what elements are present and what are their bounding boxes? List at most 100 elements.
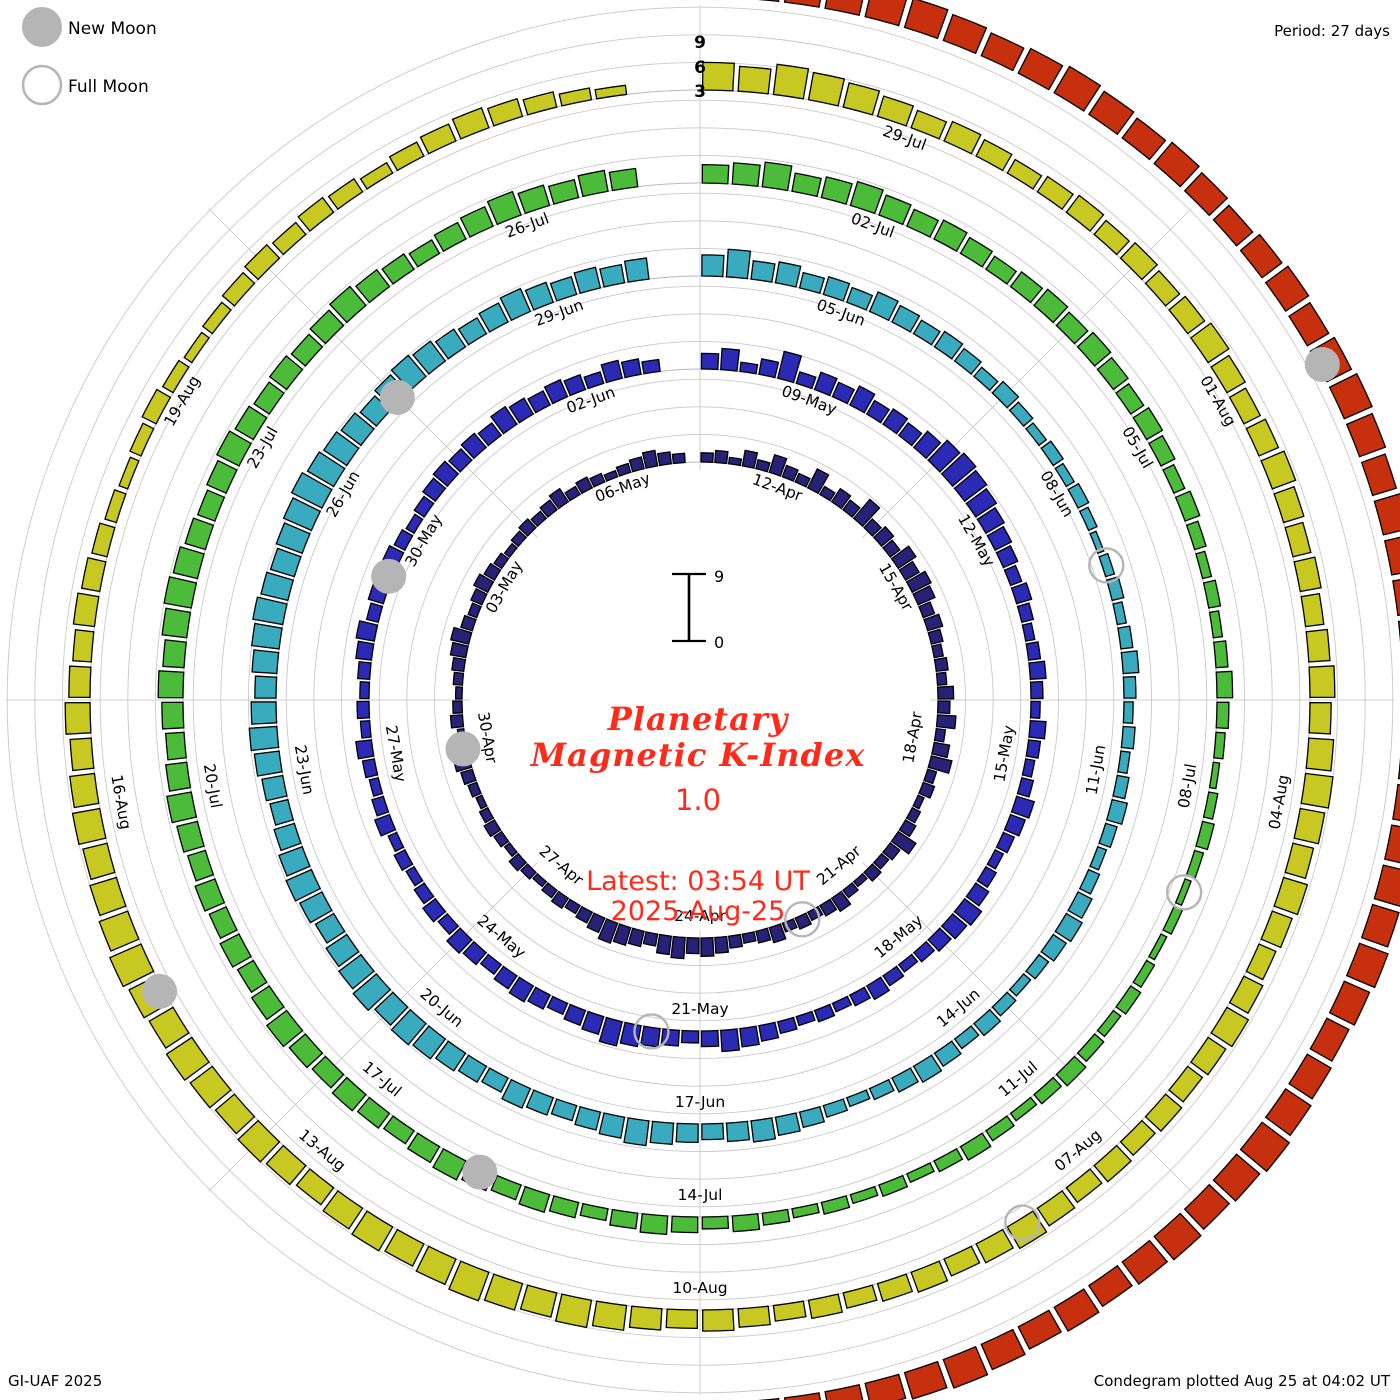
ring-date-label: 11-Jun — [1083, 743, 1109, 796]
kp-bar — [878, 194, 912, 226]
kp-bar — [675, 1122, 699, 1144]
kp-bar — [975, 1228, 1015, 1264]
kp-bar — [253, 381, 285, 415]
kp-bar — [927, 439, 961, 473]
kp-bar — [237, 1119, 281, 1163]
kp-bar — [739, 361, 759, 375]
kp-bar — [940, 912, 968, 940]
kp-bar — [290, 333, 324, 367]
kp-bar — [541, 882, 558, 899]
kp-bar — [1036, 175, 1074, 211]
kp-bar — [161, 359, 190, 394]
kp-bar — [1017, 1309, 1063, 1350]
kp-bar — [282, 496, 322, 532]
kp-bar — [254, 675, 278, 699]
kp-bar — [234, 405, 268, 441]
kp-bar — [480, 1067, 509, 1093]
kp-bar — [322, 1189, 364, 1230]
kp-bar — [371, 795, 390, 817]
kp-bar — [520, 863, 537, 880]
kp-bar — [842, 882, 859, 899]
kp-bar — [798, 271, 826, 295]
kp-bar — [387, 831, 405, 853]
kp-bar — [1144, 269, 1181, 307]
kp-bar — [1213, 640, 1229, 669]
kp-bar — [368, 776, 384, 797]
kp-bar — [118, 456, 140, 490]
kp-bar — [737, 65, 772, 95]
kp-bar — [583, 371, 605, 390]
kp-bar — [251, 649, 280, 675]
kp-bar — [1383, 824, 1400, 864]
kp-bar — [898, 819, 917, 838]
kp-bar — [451, 656, 467, 673]
kp-ring-2 — [248, 248, 1140, 1147]
kp-bar — [1117, 750, 1131, 775]
kp-bar — [273, 822, 302, 852]
kp-bar — [831, 995, 853, 1013]
kp-bar — [750, 1117, 777, 1143]
kp-bar — [493, 552, 510, 570]
latest-time-label: Latest: 03:54 UT — [586, 866, 810, 897]
kp-bar — [183, 331, 211, 364]
kp-bar — [243, 243, 281, 281]
kp-bar — [912, 585, 936, 606]
kp-bar — [1008, 401, 1034, 427]
kp-bar — [483, 1273, 524, 1311]
kp-bar — [824, 1383, 864, 1400]
ring-date-label: 21-May — [671, 1000, 728, 1018]
kp-bar — [412, 340, 447, 375]
kp-bar — [1260, 450, 1297, 490]
kp-bar — [898, 560, 920, 581]
kp-bar — [215, 430, 253, 467]
kp-ring-0 — [449, 449, 957, 960]
kp-bar — [510, 530, 528, 548]
kp-bar — [872, 525, 895, 548]
kp-bar — [995, 544, 1019, 569]
kp-bar — [483, 819, 502, 838]
kp-bar — [912, 1054, 943, 1084]
kp-bar — [980, 1328, 1026, 1371]
kp-bar — [1132, 959, 1156, 989]
kp-bar — [1065, 1168, 1103, 1204]
kp-bar — [219, 933, 253, 968]
kp-bar — [976, 506, 1006, 535]
kp-bar — [1093, 1144, 1133, 1183]
full-moon-marker — [1004, 1204, 1041, 1241]
full-moon-marker — [633, 1013, 670, 1050]
kp-bar — [161, 607, 192, 639]
kp-bar — [1168, 295, 1206, 335]
kp-bar — [205, 459, 238, 495]
kp-bar — [1202, 791, 1219, 820]
kp-bar — [758, 358, 780, 379]
kp-bar — [355, 739, 375, 760]
kp-bar — [641, 449, 659, 469]
kp-bar — [501, 1078, 532, 1109]
kp-bar — [1096, 356, 1129, 391]
kp-bar — [863, 863, 882, 882]
kp-bar — [1121, 1239, 1169, 1286]
kp-bar — [781, 464, 799, 482]
kp-bar — [1260, 910, 1293, 949]
kp-bar — [882, 965, 905, 987]
kp-bar — [522, 91, 558, 116]
kp-bar — [731, 162, 761, 187]
kp-bar — [421, 897, 447, 923]
kp-bar — [275, 522, 311, 555]
kp-bar — [1153, 1212, 1202, 1261]
kp-bar — [830, 890, 852, 913]
kp-bar — [331, 1076, 367, 1112]
kp-bar — [449, 626, 473, 645]
kp-bar — [918, 781, 936, 799]
kp-ring-1 — [355, 347, 1047, 1053]
kp-bar — [354, 268, 391, 304]
kp-bar — [1055, 311, 1089, 345]
kp-bar — [460, 614, 477, 632]
kp-bar — [1003, 564, 1023, 587]
kp-bar — [903, 0, 949, 40]
kp-bar — [936, 700, 951, 715]
kp-bar — [807, 71, 846, 107]
kp-bar — [953, 1025, 980, 1050]
kp-bar — [433, 221, 467, 253]
kp-bar — [478, 302, 509, 333]
